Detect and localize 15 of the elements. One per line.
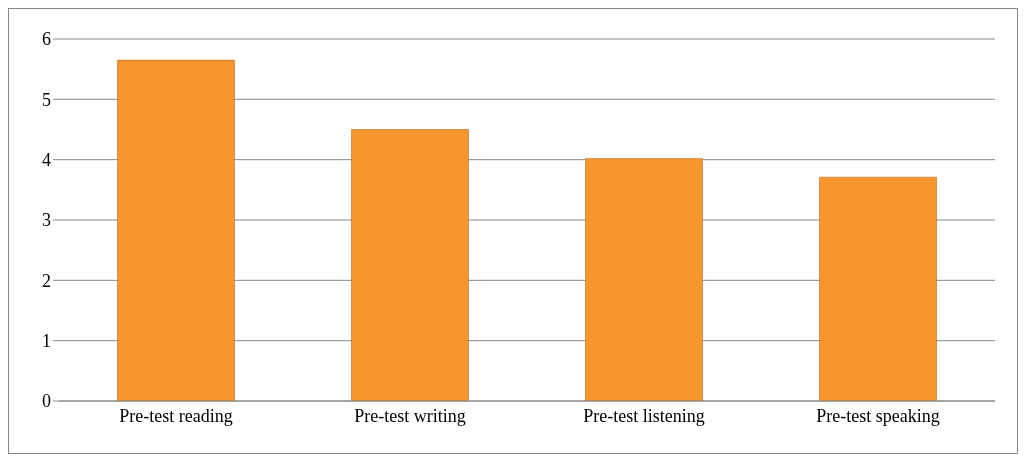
y-tick-label: 5: [42, 89, 51, 110]
bar: [351, 129, 469, 401]
y-tick-label: 1: [42, 331, 51, 352]
x-tick-label: Pre-test reading: [119, 405, 233, 426]
bar: [117, 59, 235, 401]
y-tick-label: 3: [42, 210, 51, 231]
y-tick-label: 0: [42, 391, 51, 412]
x-tick-label: Pre-test speaking: [816, 405, 940, 426]
bar: [585, 158, 703, 401]
y-tick-label: 2: [42, 270, 51, 291]
y-tick-label: 4: [42, 150, 51, 171]
bar: [819, 176, 937, 401]
x-tick-label: Pre-test writing: [354, 405, 466, 426]
y-tick-label: 6: [42, 29, 51, 50]
x-tick-label: Pre-test listening: [583, 405, 705, 426]
